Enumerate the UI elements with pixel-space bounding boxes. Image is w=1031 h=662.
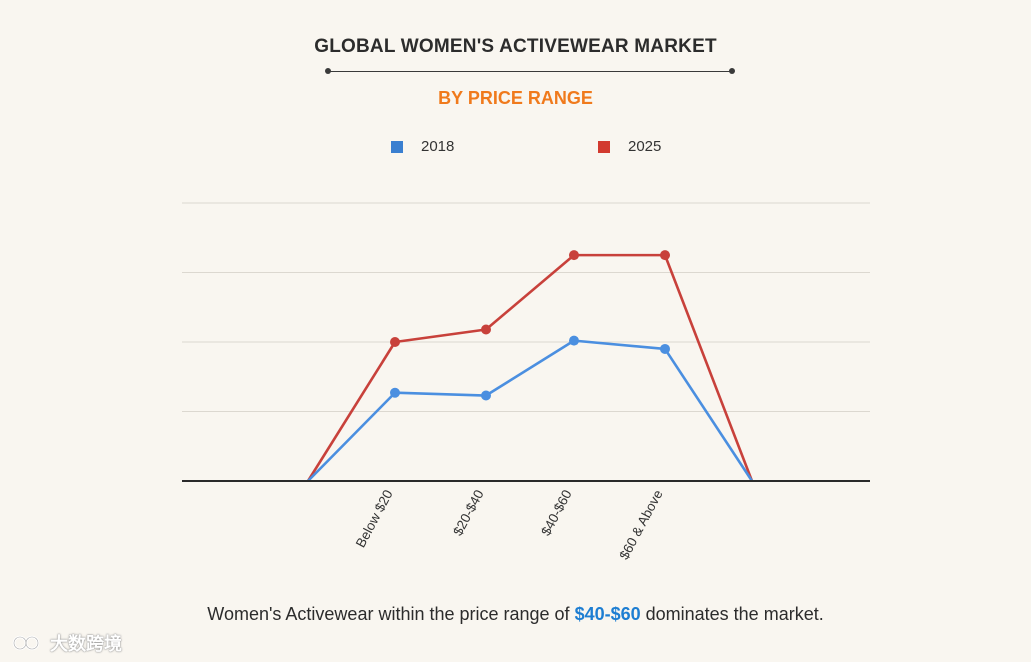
chart-subtitle: BY PRICE RANGE bbox=[438, 88, 593, 108]
caption-highlight: $40-$60 bbox=[574, 604, 641, 624]
legend-item-2025: 2025 bbox=[598, 138, 661, 155]
legend-swatch-2025 bbox=[598, 140, 610, 153]
series-line-2018 bbox=[307, 339, 754, 482]
title-divider bbox=[325, 68, 735, 74]
x-tick-label: $40-$60 bbox=[538, 487, 575, 538]
caption-suffix: dominates the market. bbox=[640, 604, 824, 624]
legend-label-2025: 2025 bbox=[628, 138, 662, 155]
data-point-2018 bbox=[569, 335, 579, 346]
watermark: 大数跨境 bbox=[12, 630, 122, 656]
data-point-2018 bbox=[481, 390, 491, 401]
data-point-2025 bbox=[660, 250, 670, 261]
x-tick-label: $20-$40 bbox=[450, 487, 487, 538]
data-point-2018 bbox=[660, 343, 670, 354]
x-tick-label: $60 & Above bbox=[616, 487, 665, 562]
watermark-text: 大数跨境 bbox=[50, 634, 122, 654]
divider-right-dot bbox=[729, 68, 735, 74]
data-point-2025 bbox=[569, 250, 579, 261]
x-tick-label: Below $20 bbox=[353, 487, 396, 550]
data-point-2018 bbox=[390, 387, 400, 398]
legend-swatch-2018 bbox=[391, 140, 403, 153]
chart-caption: Women's Activewear within the price rang… bbox=[0, 604, 1031, 625]
data-point-2025 bbox=[481, 324, 491, 335]
watermark-logo-icon bbox=[12, 635, 40, 651]
data-point-2025 bbox=[390, 337, 400, 347]
caption-prefix: Women's Activewear within the price rang… bbox=[207, 604, 575, 624]
legend-label-2018: 2018 bbox=[421, 138, 455, 155]
chart-title: GLOBAL WOMEN'S ACTIVEWEAR MARKET bbox=[314, 36, 717, 57]
series-line-2025 bbox=[306, 253, 754, 482]
legend-item-2018: 2018 bbox=[391, 138, 454, 155]
divider-left-dot bbox=[325, 68, 331, 74]
